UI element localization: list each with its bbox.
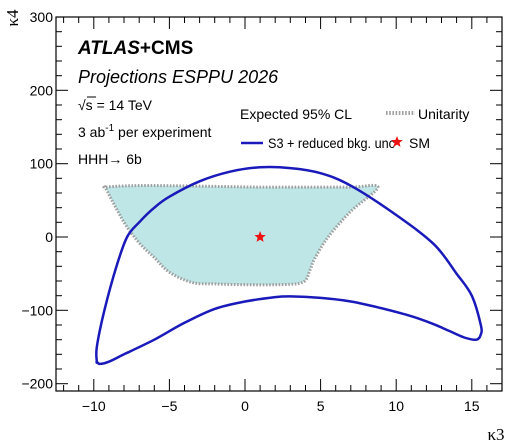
tick-label-layer: −10 −5 0 5 10 15 −200 −100 0 100 200 300 [21,9,479,414]
legend-entry-s3: S3 + reduced bkg. unc [241,135,395,151]
legend-sm-label: SM [409,135,430,151]
channel-label: HHH→ 6b [78,151,142,167]
plot-frame [55,16,503,392]
legend-sm-star-icon [391,136,403,147]
x-tick-label: 0 [241,398,249,414]
y-axis-label: κ4 [3,9,22,27]
legend: Unitarity S3 + reduced bkg. unc SM [241,106,469,151]
legend-entry-sm: SM [391,135,430,151]
legend-s3-label: S3 + reduced bkg. unc [268,135,395,151]
y-tick-label: 100 [30,156,54,172]
experiment-label: ATLAS+CMS [77,38,193,59]
x-tick-label: 10 [388,398,404,414]
x-axis-label: κ3 [487,425,504,444]
sm-star-marker [254,231,266,242]
channel-arrow: → [108,151,122,167]
projection-subtitle: Projections ESPPU 2026 [78,67,279,87]
s3-contour-line [95,165,483,366]
y-tick-label: −100 [21,302,53,318]
y-tick-label: 200 [30,82,54,98]
luminosity-suffix: per experiment [114,124,211,140]
channel-final-state: 6b [122,151,142,167]
channel-hhh: HHH [78,151,108,167]
y-tick-label: 0 [45,229,53,245]
x-tick-label: 5 [317,398,325,414]
unitarity-region-edge [101,183,380,287]
energy-value: = 14 TeV [97,97,153,113]
sm-marker-layer [254,231,266,242]
luminosity-exponent: -1 [105,123,114,134]
unitarity-region-layer [101,183,380,287]
legend-unitarity-label: Unitarity [418,106,469,122]
experiment-label-cms: +CMS [140,38,193,59]
x-tick-label: 15 [464,398,480,414]
y-tick-label: 300 [30,9,54,25]
luminosity-value: 3 ab [78,124,105,140]
unitarity-region-fill [103,185,379,285]
energy-sqrt: √s [78,97,93,113]
y-tick-label: −200 [21,376,53,392]
x-tick-label: −5 [161,398,177,414]
legend-entry-unitarity: Unitarity [386,106,469,122]
tick-layer [56,16,503,391]
experiment-label-atlas: ATLAS [77,38,140,59]
s3-contour-layer [95,165,483,366]
luminosity-label: 3 ab-1 per experiment [78,123,212,140]
energy-label: √s = 14 TeV [78,97,153,113]
confidence-level-label: Expected 95% CL [240,106,352,122]
x-tick-label: −10 [82,398,106,414]
